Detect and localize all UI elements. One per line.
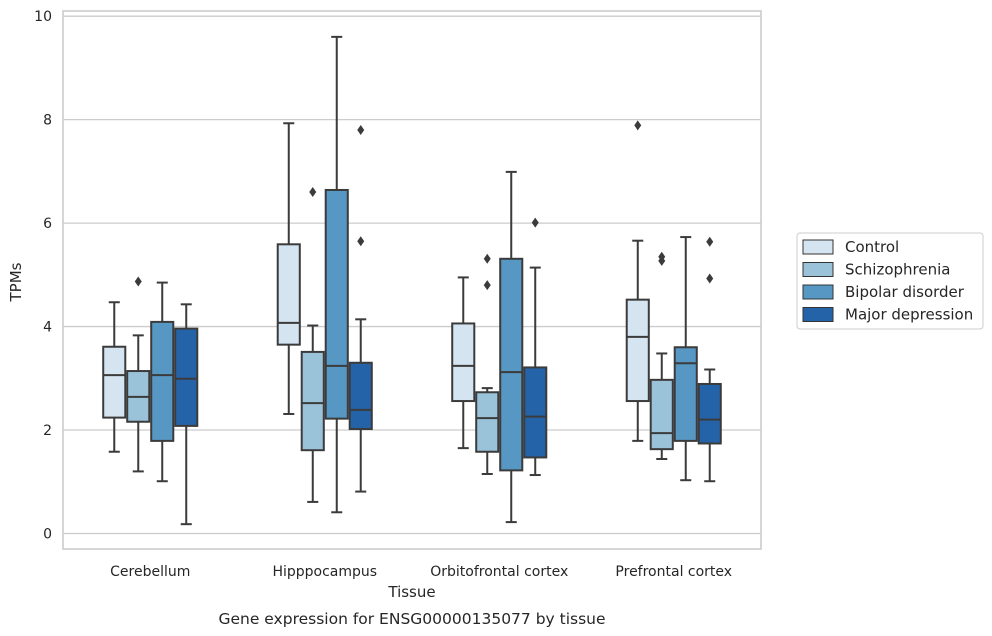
chart-caption: Gene expression for ENSG00000135077 by t…	[218, 610, 605, 628]
box-group	[126, 276, 151, 473]
box	[150, 320, 175, 442]
legend: Control Schizophrenia Bipolar disorder Majo…	[796, 232, 984, 330]
box-group	[523, 217, 548, 477]
box-group	[348, 124, 373, 493]
outlier-point	[706, 236, 714, 247]
y-tick-label: 0	[43, 526, 52, 542]
box	[523, 366, 548, 459]
legend-label: Schizophrenia	[845, 261, 950, 279]
x-tick-label: Prefrontal cortex	[615, 564, 732, 580]
x-tick-label: Cerebellum	[110, 564, 190, 580]
outlier-point	[134, 276, 142, 287]
box-group	[499, 170, 524, 524]
y-tick-label: 6	[43, 216, 52, 232]
box	[451, 322, 476, 403]
outlier-point	[357, 124, 365, 135]
x-tick-label: Hipppocampus	[272, 564, 377, 580]
box	[499, 257, 524, 472]
plot-frame	[62, 10, 762, 550]
box	[348, 361, 373, 430]
box-group	[625, 120, 650, 442]
outlier-point	[309, 187, 317, 198]
box	[625, 298, 650, 403]
box-group	[649, 251, 674, 460]
legend-swatch	[802, 262, 834, 277]
y-tick-label: 10	[34, 9, 52, 25]
box	[673, 346, 698, 442]
box	[174, 327, 199, 427]
legend-label: Bipolar disorder	[845, 283, 965, 301]
box	[475, 391, 500, 453]
legend-label: Control	[845, 238, 899, 256]
legend-label: Major depression	[845, 306, 973, 324]
legend-frame	[796, 232, 984, 330]
legend-swatch	[802, 239, 834, 255]
box-group	[174, 303, 199, 526]
box-group	[102, 301, 127, 453]
outlier-point	[706, 273, 714, 284]
y-tick-label: 4	[43, 320, 52, 336]
outlier-point	[483, 253, 491, 264]
box-group	[276, 122, 301, 415]
legend-swatch	[802, 307, 834, 322]
y-tick-label: 8	[43, 113, 52, 129]
box-group	[451, 276, 476, 450]
box-group	[697, 236, 722, 483]
box	[697, 382, 722, 445]
x-tick-label: Orbitofrontal cortex	[430, 564, 568, 580]
x-axis-label: Tissue	[387, 583, 435, 601]
outlier-point	[634, 120, 642, 131]
grid-lines	[63, 15, 761, 535]
box-group	[300, 187, 325, 503]
box-group	[475, 253, 500, 475]
x-axis-ticks: Cerebellum Hipppocampus Orbitofrontal cort…	[110, 564, 732, 580]
legend-swatch	[802, 284, 834, 300]
y-axis-label: TPMs	[7, 262, 25, 302]
box-series	[102, 35, 722, 526]
box	[300, 350, 325, 452]
y-tick-label: 2	[43, 423, 52, 439]
box	[649, 378, 674, 451]
box-group	[150, 281, 175, 483]
y-axis-ticks: 0 2 4 6 8 10	[34, 9, 52, 542]
box	[276, 243, 301, 346]
outlier-point	[658, 251, 666, 262]
outlier-point	[483, 280, 491, 291]
outlier-point	[531, 217, 539, 228]
box	[102, 345, 127, 419]
outlier-point	[357, 236, 365, 247]
box	[324, 188, 349, 420]
box-group	[673, 236, 698, 482]
box-group	[324, 35, 349, 514]
